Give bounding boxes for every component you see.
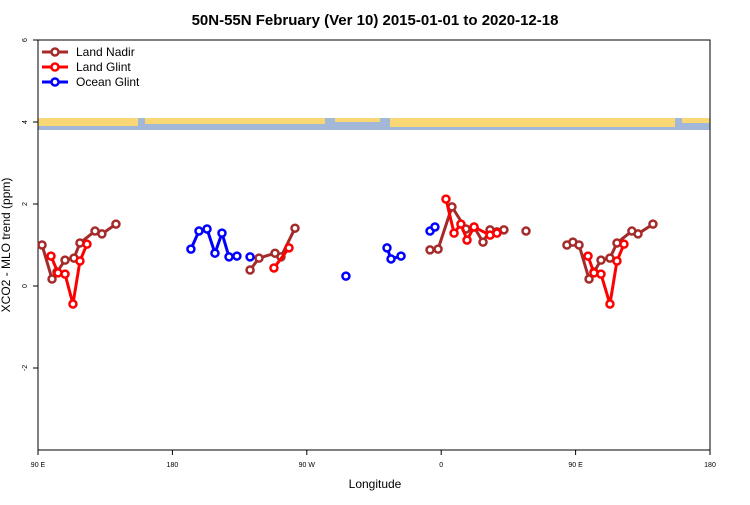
chart-title: 50N-55N February (Ver 10) 2015-01-01 to … bbox=[192, 12, 559, 29]
x-tick-label: 180 bbox=[167, 462, 179, 469]
data-point bbox=[254, 253, 264, 263]
plot-frame bbox=[37, 39, 711, 451]
data-point bbox=[583, 251, 593, 261]
data-point bbox=[202, 224, 212, 234]
data-point bbox=[462, 235, 472, 245]
data-point bbox=[430, 222, 440, 232]
data-point bbox=[478, 237, 488, 247]
data-point bbox=[46, 251, 56, 261]
data-point bbox=[596, 255, 606, 265]
data-point bbox=[648, 219, 658, 229]
data-point bbox=[210, 248, 220, 258]
data-point bbox=[68, 299, 78, 309]
data-point bbox=[97, 229, 107, 239]
data-point bbox=[111, 219, 121, 229]
data-point bbox=[60, 255, 70, 265]
series-line bbox=[40, 203, 654, 283]
data-point bbox=[605, 299, 615, 309]
data-point bbox=[456, 219, 466, 229]
data-point bbox=[469, 222, 479, 232]
y-tick-label: -2 bbox=[22, 365, 29, 371]
data-point bbox=[584, 274, 594, 284]
data-point bbox=[396, 251, 406, 261]
legend-label: Land Glint bbox=[76, 60, 131, 74]
data-point bbox=[499, 225, 509, 235]
data-point bbox=[449, 228, 459, 238]
y-tick-label: 4 bbox=[22, 120, 29, 124]
land-strip bbox=[682, 118, 710, 123]
data-point bbox=[232, 251, 242, 261]
data-point bbox=[82, 239, 92, 249]
x-tick-label: 0 bbox=[439, 462, 443, 469]
data-point bbox=[194, 226, 204, 236]
data-point bbox=[224, 252, 234, 262]
land-strip bbox=[390, 118, 675, 127]
data-point bbox=[60, 269, 70, 279]
x-axis-label: Longitude bbox=[349, 477, 402, 491]
data-point bbox=[75, 256, 85, 266]
legend-label: Land Nadir bbox=[76, 45, 135, 59]
data-point bbox=[217, 228, 227, 238]
data-point bbox=[425, 245, 435, 255]
data-point bbox=[37, 240, 47, 250]
data-point bbox=[619, 239, 629, 249]
data-point bbox=[612, 256, 622, 266]
y-axis-label: XCO2 - MLO trend (ppm) bbox=[0, 178, 13, 313]
data-point bbox=[269, 263, 279, 273]
data-point bbox=[386, 254, 396, 264]
y-tick-label: 2 bbox=[22, 202, 29, 206]
land-strip bbox=[145, 118, 325, 124]
data-point bbox=[574, 240, 584, 250]
series-line bbox=[49, 198, 626, 305]
legend-label: Ocean Glint bbox=[76, 75, 140, 89]
map-strip bbox=[38, 118, 710, 130]
data-point bbox=[596, 269, 606, 279]
x-tick-label: 180 bbox=[704, 462, 716, 469]
land-strip bbox=[38, 118, 138, 126]
x-tick-label: 90 W bbox=[299, 462, 316, 469]
data-point bbox=[186, 244, 196, 254]
data-point bbox=[441, 194, 451, 204]
data-point bbox=[433, 244, 443, 254]
land-strip bbox=[335, 118, 380, 122]
data-point bbox=[290, 223, 300, 233]
data-point bbox=[47, 274, 57, 284]
x-tick-label: 90 E bbox=[31, 462, 46, 469]
data-point bbox=[633, 229, 643, 239]
data-point bbox=[284, 243, 294, 253]
data-point bbox=[245, 252, 255, 262]
data-point bbox=[245, 265, 255, 275]
legend-marker bbox=[50, 62, 60, 72]
x-tick-label: 90 E bbox=[568, 462, 583, 469]
data-point bbox=[341, 271, 351, 281]
data-point bbox=[492, 228, 502, 238]
data-point bbox=[382, 243, 392, 253]
y-tick-label: 0 bbox=[22, 284, 29, 288]
data-point bbox=[521, 226, 531, 236]
legend-marker bbox=[50, 47, 60, 57]
y-tick-label: 6 bbox=[22, 38, 29, 42]
legend-marker bbox=[50, 77, 60, 87]
